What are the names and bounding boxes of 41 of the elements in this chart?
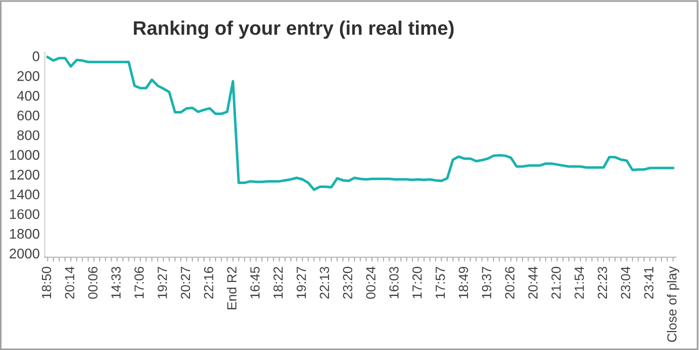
x-tick-label: 20:27 <box>180 266 190 299</box>
x-tick-label: 19:27 <box>296 266 306 298</box>
y-tick-label: 1200 <box>10 170 40 180</box>
x-tick-label: 23:04 <box>620 266 630 299</box>
x-tick-label: 17:20 <box>412 266 422 298</box>
x-tick-label: 19:37 <box>482 266 492 298</box>
chart-title: Ranking of your entry (in real time) <box>134 20 454 39</box>
x-tick-label: 00:24 <box>366 266 376 299</box>
x-tick-label: Close of play <box>666 266 680 342</box>
x-tick-label: 20:44 <box>528 266 538 299</box>
x-tick-label: 14:33 <box>111 266 121 298</box>
y-tick-label: 800 <box>17 130 40 140</box>
x-tick-label: 17:06 <box>134 266 144 298</box>
x-tick-label: 17:57 <box>436 266 445 298</box>
y-tick-label: 1400 <box>10 189 40 200</box>
x-tick-label: 21:20 <box>551 266 561 299</box>
x-tick-label: End R2 <box>226 266 236 310</box>
x-tick-label: 18:22 <box>273 266 283 298</box>
y-tick-label: 2000 <box>10 248 40 258</box>
y-tick-label: 0 <box>32 51 40 62</box>
x-tick-label: 23:41 <box>644 266 654 299</box>
x-tick-label: 22:23 <box>598 266 608 299</box>
x-tick-label: 22:13 <box>320 266 330 299</box>
x-tick-label: 18:50 <box>42 266 52 298</box>
y-tick-label: 200 <box>17 71 40 81</box>
x-tick-label: 00:06 <box>88 266 98 299</box>
x-tick-label: 16:45 <box>250 266 260 298</box>
y-tick-label: 600 <box>17 110 40 120</box>
x-tick-label: 20:14 <box>64 266 74 299</box>
x-tick-label: 16:03 <box>389 266 399 298</box>
line-series <box>46 56 674 191</box>
x-tick-label: 19:27 <box>158 266 167 298</box>
y-tick-label: 400 <box>17 90 40 101</box>
x-tick-label: 21:54 <box>574 266 584 299</box>
x-tick-label: 20:26 <box>505 266 514 299</box>
y-tick-label: 1000 <box>10 150 40 160</box>
x-tick-label: 23:20 <box>342 266 352 299</box>
x-tick-label: 22:16 <box>204 266 214 299</box>
y-tick-label: 1800 <box>10 228 40 239</box>
y-tick-label: 1600 <box>10 209 40 220</box>
x-tick-label: 18:49 <box>458 266 468 298</box>
